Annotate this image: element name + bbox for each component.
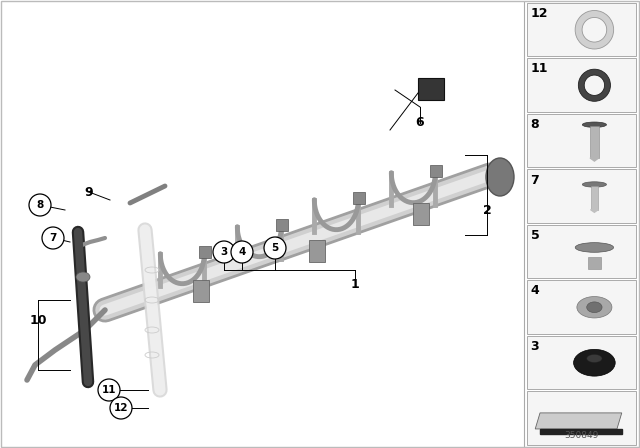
Bar (193, 280, 209, 302)
Circle shape (264, 237, 286, 259)
Text: 8: 8 (36, 200, 44, 210)
Polygon shape (540, 429, 622, 434)
Ellipse shape (573, 349, 615, 376)
Text: 3: 3 (220, 247, 228, 257)
Text: 11: 11 (531, 63, 548, 76)
Ellipse shape (587, 354, 602, 362)
Bar (527, 169, 636, 223)
Text: 4: 4 (531, 284, 540, 297)
Text: 1: 1 (351, 279, 360, 292)
Text: 3: 3 (531, 340, 539, 353)
Circle shape (98, 379, 120, 401)
Ellipse shape (575, 243, 614, 252)
Text: 12: 12 (114, 403, 128, 413)
Text: 350849: 350849 (564, 431, 598, 440)
Circle shape (231, 241, 253, 263)
Bar (590, 126, 599, 158)
Bar (527, 3, 636, 56)
Text: 9: 9 (84, 185, 93, 198)
Text: 8: 8 (531, 118, 539, 131)
Text: 6: 6 (416, 116, 424, 129)
Bar (418, 78, 444, 100)
Text: 4: 4 (238, 247, 246, 257)
Wedge shape (579, 69, 611, 101)
Bar (199, 246, 211, 258)
Bar (276, 219, 288, 231)
Text: 10: 10 (29, 314, 47, 327)
Bar (588, 257, 601, 269)
Bar (413, 203, 429, 225)
Text: 11: 11 (102, 385, 116, 395)
Ellipse shape (587, 302, 602, 313)
Ellipse shape (577, 297, 612, 318)
Text: 7: 7 (531, 173, 540, 186)
Ellipse shape (76, 272, 90, 282)
Bar (527, 225, 636, 279)
Bar (527, 59, 636, 112)
Bar (527, 392, 636, 445)
Text: 5: 5 (271, 243, 278, 253)
Text: 12: 12 (531, 7, 548, 20)
Bar (527, 280, 636, 334)
Ellipse shape (582, 122, 607, 127)
Bar (353, 192, 365, 204)
Bar (591, 185, 598, 210)
Ellipse shape (486, 158, 514, 196)
Polygon shape (591, 210, 598, 212)
Text: 7: 7 (49, 233, 57, 243)
Circle shape (110, 397, 132, 419)
Polygon shape (590, 158, 599, 161)
Bar (527, 114, 636, 168)
Bar (527, 336, 636, 389)
Polygon shape (535, 413, 622, 429)
Bar (430, 165, 442, 177)
Circle shape (42, 227, 64, 249)
Text: 2: 2 (483, 203, 492, 216)
Wedge shape (575, 10, 614, 49)
Circle shape (29, 194, 51, 216)
Bar (308, 240, 324, 262)
Circle shape (213, 241, 235, 263)
Text: 5: 5 (531, 229, 540, 242)
Ellipse shape (582, 182, 607, 187)
